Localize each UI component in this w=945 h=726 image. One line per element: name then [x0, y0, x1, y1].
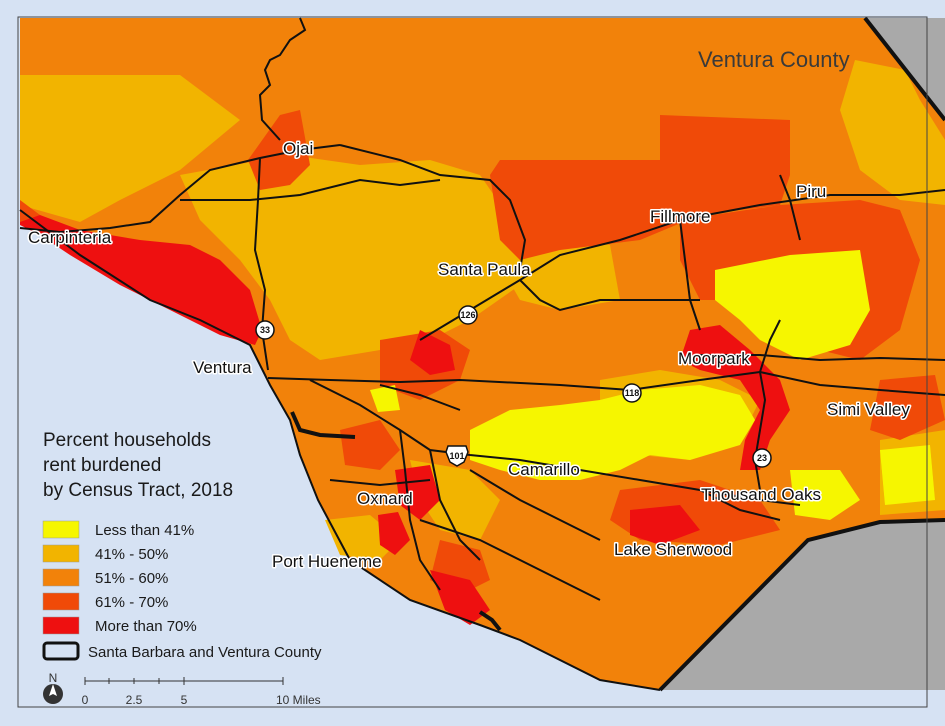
legend-title-line3: by Census Tract, 2018 [43, 480, 233, 501]
place-camarillo: Camarillo [508, 460, 580, 479]
legend-title-line2: rent burdened [43, 455, 161, 476]
legend-label-boundary: Santa Barbara and Ventura County [88, 644, 322, 661]
highway-101-shield: 101 [445, 445, 469, 467]
highway-118-shield: 118 [622, 383, 642, 403]
legend-swatch-boundary [42, 641, 80, 661]
legend-label-51-60: 51% - 60% [95, 570, 168, 587]
scale-tick-5: 5 [181, 693, 188, 707]
svg-text:101: 101 [449, 451, 464, 461]
svg-text:118: 118 [625, 388, 640, 398]
place-santa-paula: Santa Paula [438, 260, 531, 279]
legend: Percent households rent burdened by Cens… [42, 430, 322, 661]
scale-tick-2-5: 2.5 [126, 693, 143, 707]
place-moorpark: Moorpark [678, 349, 750, 368]
highway-126-shield: 126 [458, 305, 478, 325]
north-boundary [258, 17, 307, 141]
harbor-jetty [290, 411, 356, 439]
highway-33-shield: 33 [255, 320, 275, 340]
legend-label-more-than-70: More than 70% [95, 618, 197, 635]
coastline [19, 209, 661, 691]
county-boundary-south [658, 518, 945, 692]
county-label: Ventura County [698, 47, 850, 72]
legend-swatch-more-than-70 [42, 616, 80, 635]
legend-label-61-70: 61% - 70% [95, 594, 168, 611]
place-oxnard: Oxnard [357, 489, 413, 508]
legend-title-line1: Percent households [43, 430, 211, 451]
place-piru: Piru [796, 182, 826, 201]
channel-islands-harbor [478, 610, 502, 632]
legend-label-less-than-41: Less than 41% [95, 522, 194, 539]
north-arrow-icon: N [43, 671, 63, 704]
scale-tick-10-miles: 10 Miles [276, 693, 321, 707]
place-carpinteria: Carpinteria [28, 228, 112, 247]
highway-23-shield: 23 [752, 448, 772, 468]
coastal-strip [20, 200, 40, 222]
outside-county-south [660, 520, 945, 690]
map-frame [17, 16, 928, 708]
place-fillmore: Fillmore [650, 207, 710, 226]
legend-swatch-41-50 [42, 544, 80, 563]
legend-swatch-61-70 [42, 592, 80, 611]
svg-text:N: N [49, 671, 58, 685]
legend-swatch-less-than-41 [42, 520, 80, 539]
place-lake-sherwood: Lake Sherwood [614, 540, 732, 559]
county-boundary [863, 16, 945, 122]
legend-label-41-50: 41% - 50% [95, 546, 168, 563]
legend-swatch-51-60 [42, 568, 80, 587]
svg-text:126: 126 [460, 310, 475, 320]
tracts-less-than-41 [370, 250, 935, 520]
scale-tick-0: 0 [82, 693, 89, 707]
place-port-hueneme: Port Hueneme [272, 552, 382, 571]
svg-text:23: 23 [757, 453, 767, 463]
place-simi-valley: Simi Valley [827, 400, 910, 419]
tracts-more-than-70 [20, 210, 790, 625]
place-ojai: Ojai [283, 139, 313, 158]
scale-bar: 0 2.5 5 10 Miles [82, 677, 321, 707]
svg-text:33: 33 [260, 325, 270, 335]
place-thousand-oaks: Thousand Oaks [701, 485, 821, 504]
place-ventura: Ventura [193, 358, 252, 377]
